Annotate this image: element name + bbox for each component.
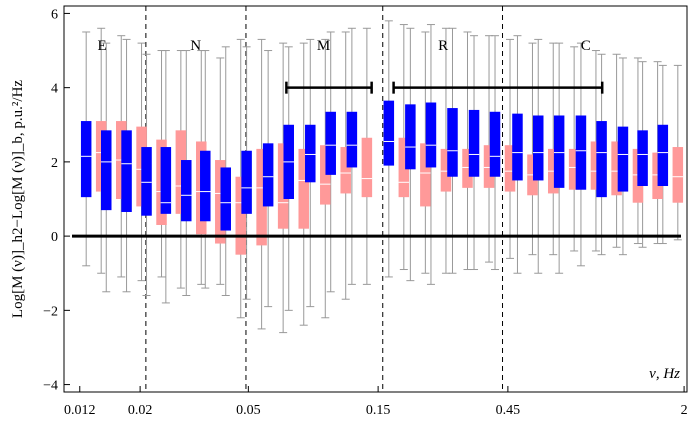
- box-layer: [80, 100, 684, 255]
- y-axis-title: Log[M (ν)]_h2−Log[M (ν)]_b, p.u.²/Hz: [10, 80, 26, 318]
- blue-box: [346, 111, 358, 168]
- band-label-e: E: [98, 38, 107, 54]
- pink-box: [298, 148, 309, 229]
- blue-box: [305, 124, 316, 183]
- pink-box: [590, 141, 602, 190]
- y-axis-ticks: −4 −2 0 2 4 6: [43, 7, 70, 394]
- blue-box: [101, 130, 112, 211]
- blue-box: [160, 147, 172, 214]
- blue-box: [325, 111, 336, 175]
- band-label-c: C: [581, 38, 591, 54]
- plot-frame: [63, 5, 688, 393]
- y-tick-label: 6: [51, 7, 58, 22]
- pink-box: [483, 145, 495, 188]
- y-tick-label: −2: [43, 304, 58, 319]
- blue-box: [121, 130, 132, 212]
- pink-box: [611, 141, 622, 196]
- pink-box: [504, 145, 516, 192]
- blue-box: [405, 104, 416, 170]
- pink-box: [320, 145, 331, 205]
- band-label-m: M: [317, 38, 330, 54]
- pink-box: [568, 148, 580, 190]
- x-tick-label: 0.15: [366, 403, 391, 418]
- blue-box: [425, 102, 437, 168]
- pink-box: [256, 148, 267, 246]
- y-tick-label: 2: [51, 156, 58, 171]
- x-axis-title: ν, Hz: [649, 366, 680, 382]
- blue-box: [532, 115, 544, 181]
- pink-box: [340, 147, 351, 194]
- pink-box: [175, 130, 187, 214]
- blue-box: [617, 126, 629, 192]
- blue-box: [141, 147, 152, 216]
- pink-box: [277, 143, 289, 229]
- pink-box: [672, 147, 684, 203]
- blue-box: [657, 124, 669, 187]
- blue-box: [637, 130, 648, 187]
- blue-box: [489, 111, 501, 177]
- blue-box: [200, 150, 211, 222]
- x-tick-label: 2: [681, 403, 688, 418]
- x-tick-label: 0.012: [64, 403, 96, 418]
- x-tick-label: 0.45: [496, 403, 521, 418]
- blue-box: [181, 160, 192, 222]
- blue-box: [383, 100, 395, 166]
- blue-box: [468, 109, 480, 177]
- blue-box: [80, 121, 92, 198]
- blue-box: [447, 108, 458, 177]
- pink-box: [420, 143, 431, 207]
- pink-box: [215, 160, 226, 244]
- blue-box: [553, 115, 565, 188]
- pink-box: [398, 137, 410, 198]
- blue-box: [241, 150, 252, 214]
- pink-box: [361, 137, 373, 198]
- range-brackets: [285, 81, 604, 94]
- pink-box: [235, 176, 246, 255]
- x-tick-label: 0.05: [236, 403, 261, 418]
- blue-box: [596, 121, 607, 198]
- band-label-n: N: [190, 38, 201, 54]
- pink-box: [462, 148, 473, 188]
- band-label-r: R: [438, 38, 448, 54]
- y-tick-label: 4: [51, 82, 58, 97]
- pink-box: [440, 148, 452, 192]
- x-tick-label: 0.02: [128, 403, 153, 418]
- y-tick-label: 0: [51, 230, 58, 245]
- blue-box: [575, 115, 587, 190]
- blue-box: [262, 143, 274, 207]
- blue-box: [220, 167, 231, 231]
- blue-box: [512, 113, 523, 181]
- y-tick-label: −4: [43, 379, 58, 394]
- x-axis-ticks: 0.012 0.02 0.05 0.15 0.45 2: [64, 386, 688, 418]
